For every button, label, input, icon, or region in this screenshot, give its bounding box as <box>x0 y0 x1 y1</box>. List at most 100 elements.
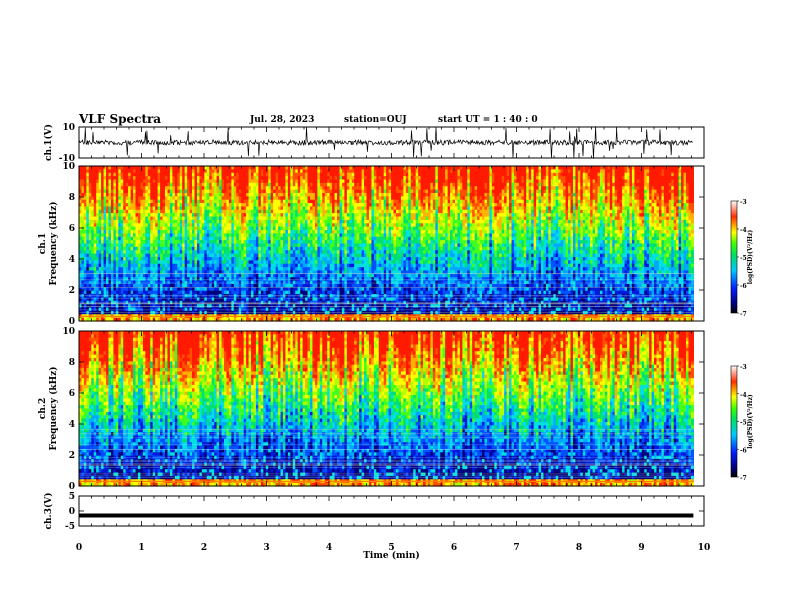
spectrogram-cell <box>216 243 220 248</box>
spectrogram-cell <box>86 182 90 187</box>
spectrogram-cell <box>137 213 142 218</box>
spectrogram-cell <box>162 246 166 251</box>
spectrogram-cell <box>169 176 173 181</box>
spectrogram-cell <box>177 179 181 184</box>
spectrogram-cell <box>147 260 151 265</box>
spectrogram-cell <box>96 267 100 272</box>
spectrogram-cell <box>142 182 146 187</box>
spectrogram-cell <box>155 260 159 265</box>
spectrogram-cell <box>165 290 169 295</box>
spectrogram-cell <box>150 253 154 258</box>
spectrogram-cell <box>223 267 228 272</box>
spectrogram-cell <box>115 196 119 201</box>
spectrogram-cell <box>91 172 95 177</box>
spectrogram-cell <box>150 169 154 174</box>
spectrogram-cell <box>182 246 186 251</box>
spectrogram-cell <box>216 209 220 214</box>
spectrogram-cell <box>145 317 149 322</box>
spectrogram-cell <box>204 236 208 241</box>
spectrogram-cell <box>192 213 196 218</box>
spectrogram-cell <box>142 277 146 282</box>
spectrogram-cell <box>135 273 139 278</box>
spectrogram-cell <box>152 233 156 238</box>
spectrogram-cell <box>140 223 144 228</box>
spectrogram-cell <box>182 206 186 211</box>
spectrogram-cell <box>187 219 191 224</box>
spectrogram-cell <box>214 172 218 177</box>
spectrogram-cell <box>196 297 201 302</box>
spectrogram-cell <box>216 270 220 275</box>
spectrogram-cell <box>123 166 127 170</box>
spectrogram-cell <box>165 176 169 181</box>
spectrogram-cell <box>142 233 146 238</box>
spectrogram-cell <box>152 176 156 181</box>
spectrogram-cell <box>162 236 166 241</box>
spectrogram-cell <box>214 297 218 302</box>
spectrogram-cell <box>142 176 146 181</box>
spectrogram-cell <box>206 250 210 255</box>
spectrogram-cell <box>221 304 225 309</box>
spectrogram-cell <box>169 267 173 272</box>
spectrogram-cell <box>150 230 154 234</box>
spectrogram-cell <box>177 233 181 238</box>
spectrogram-cell <box>115 236 119 241</box>
spectrogram-cell <box>165 192 169 197</box>
spectrogram-cell <box>88 189 92 194</box>
spectrogram-cell <box>204 182 208 187</box>
spectrogram-cell <box>96 290 100 295</box>
spectrogram-cell <box>93 206 97 211</box>
spectrogram-cell <box>135 209 139 214</box>
spectrogram-cell <box>135 166 139 170</box>
spectrogram-cell <box>160 253 164 258</box>
spectrogram-cell <box>157 166 161 170</box>
spectrogram-cell <box>174 304 178 309</box>
spectrogram-cell <box>86 270 90 275</box>
spectrogram-cell <box>246 179 250 184</box>
spectrogram-cell <box>145 203 149 208</box>
spectrogram-cell <box>93 209 97 214</box>
spectrogram-cell <box>160 277 164 282</box>
spectrogram-cell <box>137 290 142 295</box>
spectrogram-cell <box>147 219 151 224</box>
spectrogram-cell <box>184 182 188 187</box>
spectrogram-cell <box>155 263 159 268</box>
spectrogram-cell <box>103 182 107 187</box>
spectrogram-cell <box>115 179 119 184</box>
spectrogram-cell <box>98 304 102 309</box>
spectrogram-cell <box>231 240 235 245</box>
spectrogram-cell <box>133 213 137 218</box>
spectrogram-cell <box>88 304 92 309</box>
spectrogram-cell <box>123 297 127 302</box>
spectrogram-cell <box>199 297 203 302</box>
spectrogram-cell <box>157 203 161 208</box>
spectrogram-cell <box>81 230 85 234</box>
spectrogram-cell <box>253 206 257 211</box>
spectrogram-cell <box>231 273 235 278</box>
spectrogram-cell <box>206 297 210 302</box>
spectrogram-cell <box>137 203 142 208</box>
spectrogram-cell <box>209 192 213 197</box>
spectrogram-cell <box>81 176 85 181</box>
spectrogram-cell <box>194 283 198 288</box>
spectrogram-cell <box>179 290 183 295</box>
spectrogram-cell <box>194 192 198 197</box>
spectrogram-cell <box>130 192 134 197</box>
spectrogram-cell <box>165 304 169 309</box>
spectrogram-cell <box>118 310 122 315</box>
spectrogram-cell <box>214 290 218 295</box>
spectrogram-cell <box>83 172 87 177</box>
spectrogram-cell <box>238 317 242 322</box>
spectrogram-cell <box>147 199 151 204</box>
spectrogram-cell <box>91 277 95 282</box>
spectrogram-cell <box>238 310 242 315</box>
spectrogram-cell <box>165 179 169 184</box>
spectrogram-cell <box>137 223 142 228</box>
spectrogram-cell <box>108 263 112 268</box>
spectrogram-cell <box>179 172 183 177</box>
spectrogram-cell <box>83 267 87 272</box>
spectrogram-cell <box>120 199 124 204</box>
spectrogram-cell <box>179 199 183 204</box>
spectrogram-cell <box>110 280 115 285</box>
spectrogram-cell <box>241 280 245 285</box>
spectrogram-cell <box>206 243 210 248</box>
